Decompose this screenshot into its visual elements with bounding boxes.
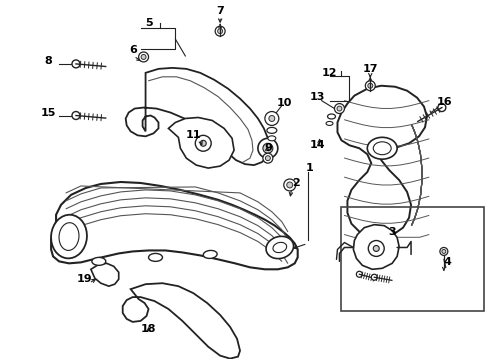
Circle shape	[72, 60, 80, 68]
Text: 14: 14	[310, 140, 325, 150]
Ellipse shape	[368, 137, 397, 159]
Text: 2: 2	[292, 178, 299, 188]
Circle shape	[438, 104, 446, 112]
Circle shape	[196, 135, 211, 151]
Text: 6: 6	[130, 45, 138, 55]
Text: 3: 3	[389, 226, 396, 237]
Circle shape	[139, 52, 148, 62]
Ellipse shape	[59, 223, 79, 251]
Polygon shape	[338, 86, 427, 238]
Circle shape	[218, 29, 222, 33]
Text: 1: 1	[306, 163, 314, 173]
Ellipse shape	[203, 251, 217, 258]
Circle shape	[442, 249, 446, 253]
Ellipse shape	[148, 253, 163, 261]
Polygon shape	[122, 283, 240, 359]
Text: 9: 9	[264, 143, 272, 153]
Text: 11: 11	[186, 130, 201, 140]
Text: 16: 16	[437, 96, 453, 107]
Bar	[342, 207, 484, 311]
Circle shape	[215, 26, 225, 36]
Polygon shape	[51, 182, 298, 269]
Ellipse shape	[268, 136, 276, 141]
Circle shape	[284, 179, 295, 191]
Polygon shape	[91, 264, 119, 286]
Text: 5: 5	[145, 18, 152, 28]
Circle shape	[371, 274, 377, 280]
Text: 19: 19	[77, 274, 93, 284]
Ellipse shape	[267, 127, 277, 133]
Ellipse shape	[266, 236, 294, 258]
Circle shape	[72, 112, 80, 120]
Circle shape	[263, 153, 273, 163]
Ellipse shape	[327, 114, 336, 119]
Circle shape	[440, 247, 448, 255]
Circle shape	[356, 271, 362, 277]
Text: 10: 10	[277, 98, 293, 108]
Text: 17: 17	[363, 64, 378, 74]
Ellipse shape	[273, 242, 287, 253]
Circle shape	[141, 54, 146, 59]
Circle shape	[269, 116, 275, 121]
Ellipse shape	[326, 121, 333, 125]
Ellipse shape	[92, 257, 106, 265]
Circle shape	[368, 83, 373, 88]
Circle shape	[373, 246, 379, 251]
Text: 13: 13	[310, 92, 325, 102]
Circle shape	[335, 104, 344, 113]
Text: 18: 18	[141, 324, 156, 334]
Text: 15: 15	[41, 108, 56, 117]
Text: 7: 7	[216, 6, 224, 16]
Circle shape	[263, 143, 273, 153]
Polygon shape	[169, 117, 234, 168]
Circle shape	[368, 240, 384, 256]
Ellipse shape	[373, 142, 391, 155]
Circle shape	[337, 106, 342, 111]
Text: 4: 4	[444, 257, 452, 267]
Circle shape	[258, 138, 278, 158]
Circle shape	[366, 81, 375, 91]
Ellipse shape	[51, 215, 87, 258]
Circle shape	[287, 182, 293, 188]
Text: 8: 8	[44, 56, 52, 66]
Circle shape	[265, 112, 279, 125]
Polygon shape	[353, 225, 399, 269]
Text: 12: 12	[322, 68, 337, 78]
Circle shape	[266, 156, 270, 161]
Polygon shape	[125, 68, 270, 165]
Circle shape	[200, 140, 206, 146]
